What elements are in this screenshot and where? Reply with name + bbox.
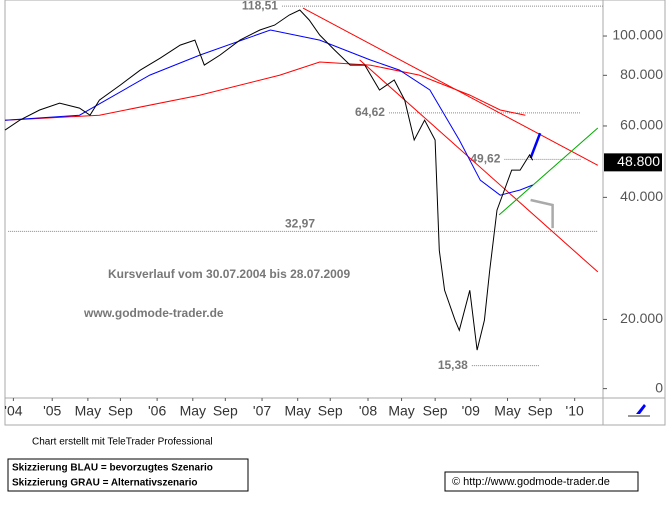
copyright: © http://www.godmode-trader.de — [452, 476, 610, 488]
x-tick-label: Sep — [423, 403, 448, 419]
corner-box — [602, 397, 666, 426]
annotation: www.godmode-trader.de — [83, 306, 224, 320]
x-tick-label: '05 — [43, 403, 61, 419]
y-tick-label: 20.000 — [620, 310, 663, 326]
x-tick-label: May — [494, 403, 520, 419]
x-tick-label: May — [180, 403, 206, 419]
corner-icon — [636, 404, 646, 414]
level-label: 15,38 — [438, 358, 468, 372]
last-value-label: 48.800 — [617, 153, 660, 169]
x-tick-label: '07 — [253, 403, 271, 419]
x-tick-label: May — [75, 403, 101, 419]
y-axis-strip — [602, 0, 666, 399]
sketch-line — [530, 198, 554, 229]
level-label: 32,97 — [285, 217, 315, 231]
level-label: 64,62 — [355, 105, 385, 119]
sketch-line — [302, 7, 599, 166]
annotation: Kursverlauf vom 30.07.2004 bis 28.07.200… — [108, 267, 350, 281]
x-tick-label: Sep — [318, 403, 343, 419]
x-axis-strip — [4, 397, 604, 426]
sketch-line — [359, 59, 599, 273]
copyright-box — [444, 471, 639, 492]
sketch-line — [498, 127, 599, 216]
x-tick-label: Sep — [528, 403, 553, 419]
x-tick-label: May — [284, 403, 310, 419]
legend-box — [7, 458, 249, 492]
legend-text: Skizzierung GRAU = Alternativszenario — [12, 478, 198, 489]
plot-area — [4, 0, 604, 399]
legend-text: Skizzierung BLAU = bevorzugtes Szenario — [12, 463, 213, 474]
price-line — [4, 29, 533, 196]
x-tick-label: May — [388, 403, 414, 419]
x-tick-label: Sep — [108, 403, 133, 419]
level-label: 118,51 — [242, 0, 278, 12]
x-tick-label: '06 — [148, 403, 166, 419]
y-tick-label: 0 — [655, 379, 663, 395]
y-tick-label: 80.000 — [620, 66, 663, 82]
price-line — [4, 9, 534, 351]
last-value-box — [604, 153, 662, 172]
x-tick-label: Sep — [213, 403, 238, 419]
y-tick-label: 100.000 — [612, 27, 663, 43]
y-tick-label: 40.000 — [620, 188, 663, 204]
sketch-line — [529, 132, 542, 159]
x-tick-label: '10 — [566, 403, 584, 419]
y-tick-label: 60.000 — [620, 117, 663, 133]
x-tick-label: '08 — [359, 403, 377, 419]
x-tick-label: '04 — [4, 403, 22, 419]
price-line — [4, 61, 526, 121]
x-tick-label: '09 — [462, 403, 480, 419]
source-note: Chart erstellt mit TeleTrader Profession… — [32, 437, 213, 448]
level-label: 49,62 — [470, 152, 500, 166]
